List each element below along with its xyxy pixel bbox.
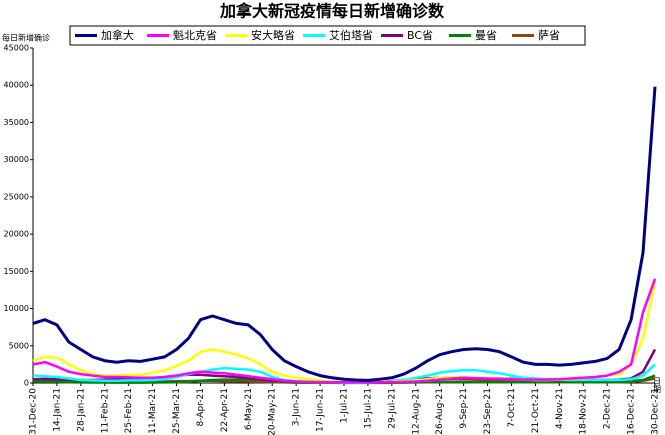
x-tick-label: 4-Nov-21 — [555, 388, 565, 429]
legend-label: 安大略省 — [251, 28, 295, 42]
y-tick-label: 25000 — [4, 192, 29, 201]
y-axis-title: 每日新增确诊 — [2, 33, 50, 43]
x-tick-label: 11-Feb-21 — [100, 388, 110, 433]
x-tick-label: 12-Aug-21 — [411, 388, 421, 435]
x-tick-label: 11-Mar-21 — [148, 388, 158, 434]
x-tick-label: 22-Apr-21 — [220, 388, 230, 432]
x-tick-label: 8-Apr-21 — [196, 388, 206, 426]
y-tick-label: 0 — [24, 379, 29, 388]
y-tick-label: 35000 — [4, 118, 29, 127]
x-tick-label: 28-Jan-21 — [76, 388, 86, 432]
y-tick-label: 10000 — [4, 304, 29, 313]
x-tick-label: 25-Mar-21 — [172, 388, 182, 434]
series-line — [32, 278, 657, 384]
x-tick-label: 1-Jul-21 — [340, 388, 350, 423]
x-tick-label: 6-May-21 — [244, 388, 254, 430]
legend-box — [69, 25, 586, 46]
chart-title: 加拿大新冠疫情每日新增确诊数 — [219, 2, 445, 21]
x-tick-label: 29-Jul-21 — [387, 388, 397, 429]
x-tick-label: 18-Nov-21 — [579, 388, 589, 435]
x-axis-title: 日期 — [653, 377, 662, 394]
x-tick-label: 21-Oct-21 — [531, 388, 541, 433]
x-tick-label: 30-Dec-21 — [651, 388, 661, 435]
y-tick-label: 40000 — [4, 81, 29, 90]
series-line — [32, 86, 657, 382]
x-tick-label: 3-Jun-21 — [292, 388, 302, 426]
legend-label: 萨省 — [538, 29, 560, 42]
y-tick-label: 5000 — [9, 341, 29, 350]
x-tick-label: 2-Dec-21 — [603, 388, 613, 429]
y-tick-label: 15000 — [4, 267, 29, 276]
x-tick-label: 7-Oct-21 — [507, 388, 517, 428]
series-line — [32, 282, 657, 384]
x-tick-label: 14-Jan-21 — [52, 388, 62, 432]
y-tick-label: 45000 — [4, 44, 29, 53]
legend-label: BC省 — [407, 29, 433, 42]
x-tick-label: 20-May-21 — [268, 388, 278, 435]
legend-label: 魁北克省 — [173, 28, 217, 42]
legend-label: 曼省 — [475, 29, 497, 42]
y-tick-label: 20000 — [4, 230, 29, 239]
x-tick-label: 25-Feb-21 — [124, 388, 134, 433]
x-tick-label: 17-Jun-21 — [316, 388, 326, 432]
y-tick-label: 30000 — [4, 155, 29, 164]
x-tick-label: 31-Dec-20 — [29, 388, 39, 435]
x-tick-label: 23-Sep-21 — [483, 388, 493, 434]
x-tick-label: 15-Jul-21 — [363, 388, 373, 429]
x-tick-label: 9-Sep-21 — [459, 388, 469, 429]
x-tick-label: 26-Aug-21 — [435, 388, 445, 435]
legend-label: 艾伯塔省 — [329, 28, 373, 42]
x-tick-label: 16-Dec-21 — [627, 388, 637, 435]
legend-label: 加拿大 — [101, 28, 134, 42]
